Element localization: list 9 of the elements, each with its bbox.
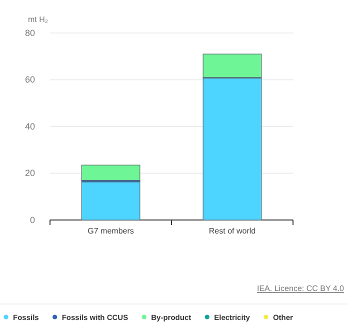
y-tick-label: 0 — [30, 214, 35, 225]
text: IEA. Licence: CC BY 4.0 — [256, 284, 345, 293]
y-tick-label: 80 — [24, 28, 35, 38]
y-axis-title: mt H₂ — [28, 15, 48, 24]
x-tick-label: Rest of world — [208, 226, 256, 236]
y-tick-label: 20 — [24, 168, 35, 178]
x-tick-label: G7 members — [88, 226, 134, 236]
y-tick-label: 60 — [24, 74, 35, 85]
y-tick-label: 40 — [24, 121, 35, 132]
